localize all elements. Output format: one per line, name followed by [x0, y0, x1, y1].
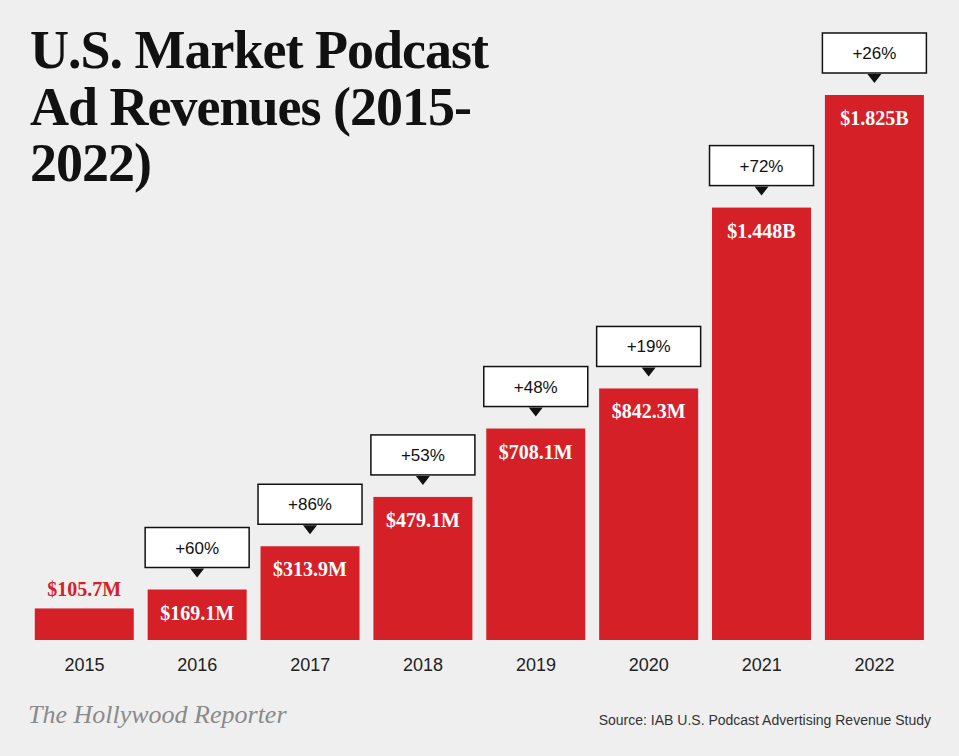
- svg-text:$169.1M: $169.1M: [160, 602, 234, 624]
- svg-text:$1.825B: $1.825B: [840, 107, 908, 129]
- svg-text:+26%: +26%: [852, 44, 896, 63]
- svg-text:$479.1M: $479.1M: [386, 509, 460, 531]
- html-text:U.S. Market Podcast Ad Revenue: U.S. Market Podcast Ad Revenues (2015-20…: [30, 20, 488, 194]
- svg-text:+53%: +53%: [401, 446, 445, 465]
- svg-text:2018: 2018: [403, 655, 443, 675]
- svg-text:2020: 2020: [629, 655, 669, 675]
- svg-text:2022: 2022: [855, 655, 895, 675]
- svg-text:+60%: +60%: [175, 539, 219, 558]
- svg-text:2019: 2019: [516, 655, 556, 675]
- svg-text:+48%: +48%: [514, 378, 558, 397]
- svg-text:2021: 2021: [742, 655, 782, 675]
- svg-text:2016: 2016: [177, 655, 217, 675]
- svg-text:$842.3M: $842.3M: [612, 400, 686, 422]
- svg-text:$105.7M: $105.7M: [47, 578, 121, 600]
- svg-text:2015: 2015: [64, 655, 104, 675]
- svg-text:+86%: +86%: [288, 495, 332, 514]
- html-text:Source: IAB U.S. Podcast Adver: Source: IAB U.S. Podcast Advertising Rev…: [598, 712, 931, 728]
- svg-text:+72%: +72%: [740, 157, 784, 176]
- html-text:The Hollywood Reporter: The Hollywood Reporter: [28, 700, 287, 729]
- svg-text:2017: 2017: [290, 655, 330, 675]
- svg-text:$313.9M: $313.9M: [273, 558, 347, 580]
- svg-text:+19%: +19%: [627, 337, 671, 356]
- svg-text:$708.1M: $708.1M: [499, 441, 573, 463]
- svg-text:$1.448B: $1.448B: [727, 220, 795, 242]
